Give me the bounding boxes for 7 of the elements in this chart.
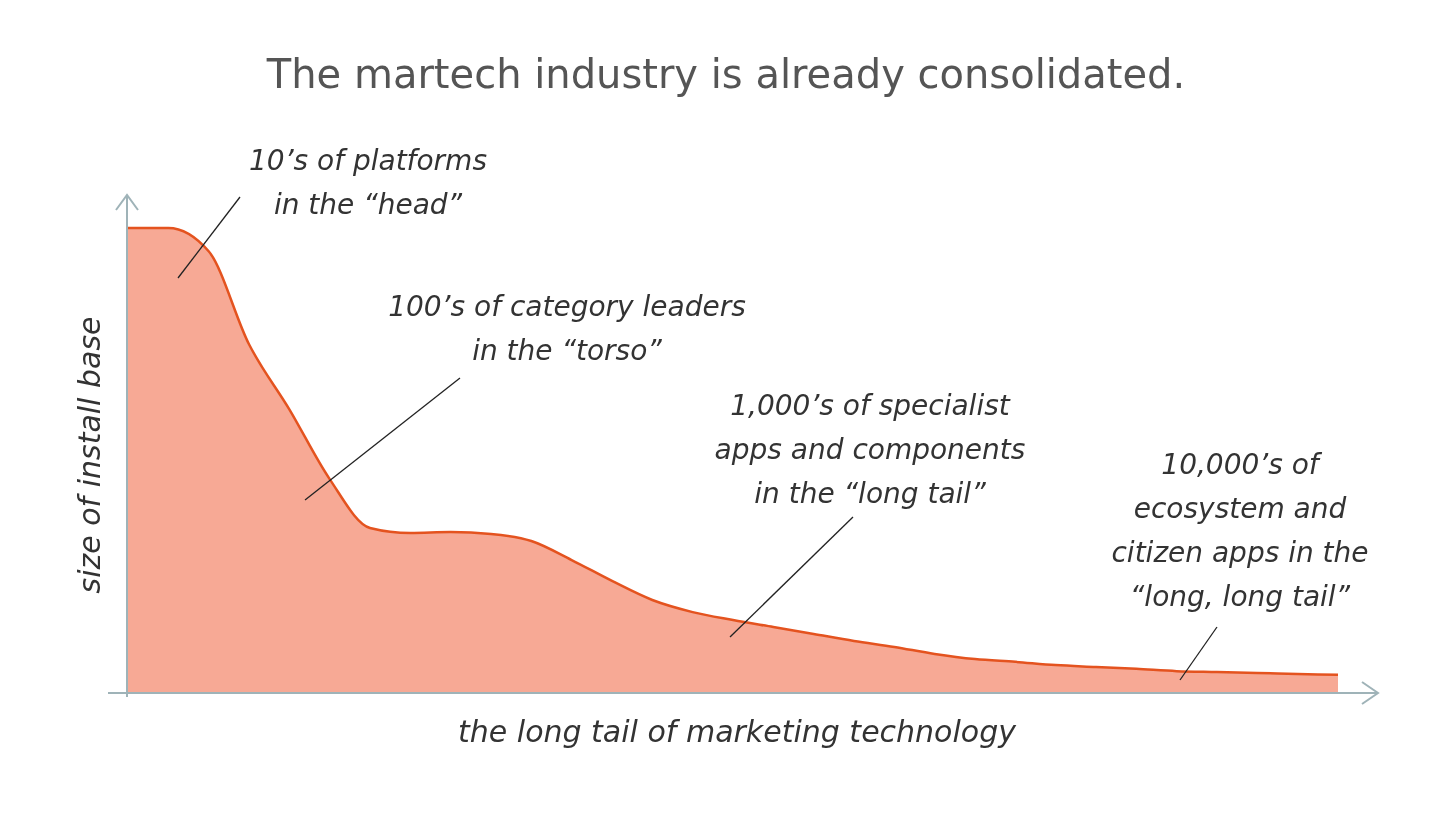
chart-title: The martech industry is already consolidated. bbox=[265, 51, 1186, 97]
annotation: 100’s of category leaders in the “torso” bbox=[388, 290, 746, 367]
text: 10’s of platforms in the “head” bbox=[249, 144, 487, 221]
annotation: 1,000’s of specialist apps and components in the “long tail” bbox=[714, 389, 1026, 510]
annotation: 10,000’s of ecosystem and citizen apps in the “long, long tail” bbox=[1111, 448, 1369, 613]
x-axis-title: the long tail of marketing technology bbox=[458, 714, 1018, 749]
y-axis-title: size of install base bbox=[72, 316, 107, 594]
